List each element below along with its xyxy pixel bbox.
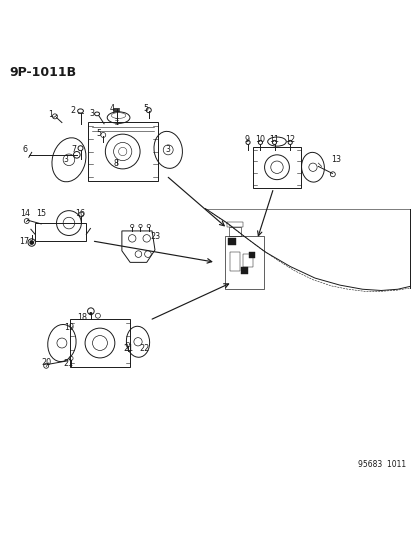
- Text: 95683  1011: 95683 1011: [358, 459, 406, 469]
- Text: 18: 18: [77, 313, 87, 322]
- Bar: [228, 238, 236, 245]
- Bar: [230, 252, 240, 271]
- Text: 1: 1: [48, 110, 53, 119]
- Text: 10: 10: [255, 135, 265, 143]
- Bar: [225, 236, 264, 289]
- Text: 5: 5: [97, 129, 102, 138]
- Text: 19: 19: [64, 323, 74, 332]
- Bar: [35, 223, 86, 241]
- Bar: [253, 147, 301, 188]
- Text: 17: 17: [20, 237, 30, 246]
- Bar: [70, 319, 130, 367]
- Text: 21: 21: [123, 344, 133, 353]
- Bar: [249, 252, 256, 258]
- Text: 8: 8: [113, 159, 118, 168]
- Text: 14: 14: [20, 209, 30, 218]
- Text: 4: 4: [110, 103, 115, 112]
- Text: 22: 22: [139, 344, 150, 353]
- Bar: [244, 254, 253, 266]
- Text: 2: 2: [71, 106, 76, 115]
- Text: 16: 16: [75, 209, 85, 218]
- Circle shape: [89, 312, 93, 316]
- Bar: [229, 227, 242, 236]
- Circle shape: [30, 241, 33, 244]
- Text: 23: 23: [150, 232, 160, 241]
- Text: 11: 11: [269, 135, 280, 143]
- Text: 9P-1011B: 9P-1011B: [9, 67, 76, 79]
- Text: 3: 3: [166, 146, 171, 155]
- Text: 9: 9: [245, 135, 250, 143]
- Text: 3: 3: [63, 155, 68, 164]
- Text: 5: 5: [144, 104, 149, 113]
- Bar: [241, 266, 248, 274]
- Text: 20: 20: [41, 358, 51, 367]
- Text: 21: 21: [63, 359, 73, 368]
- Text: 12: 12: [285, 135, 295, 143]
- Text: 7: 7: [72, 146, 77, 155]
- Text: 15: 15: [36, 209, 46, 218]
- Bar: [227, 222, 244, 227]
- Text: 13: 13: [331, 155, 341, 164]
- Text: 6: 6: [22, 146, 27, 155]
- Text: 3: 3: [89, 109, 94, 118]
